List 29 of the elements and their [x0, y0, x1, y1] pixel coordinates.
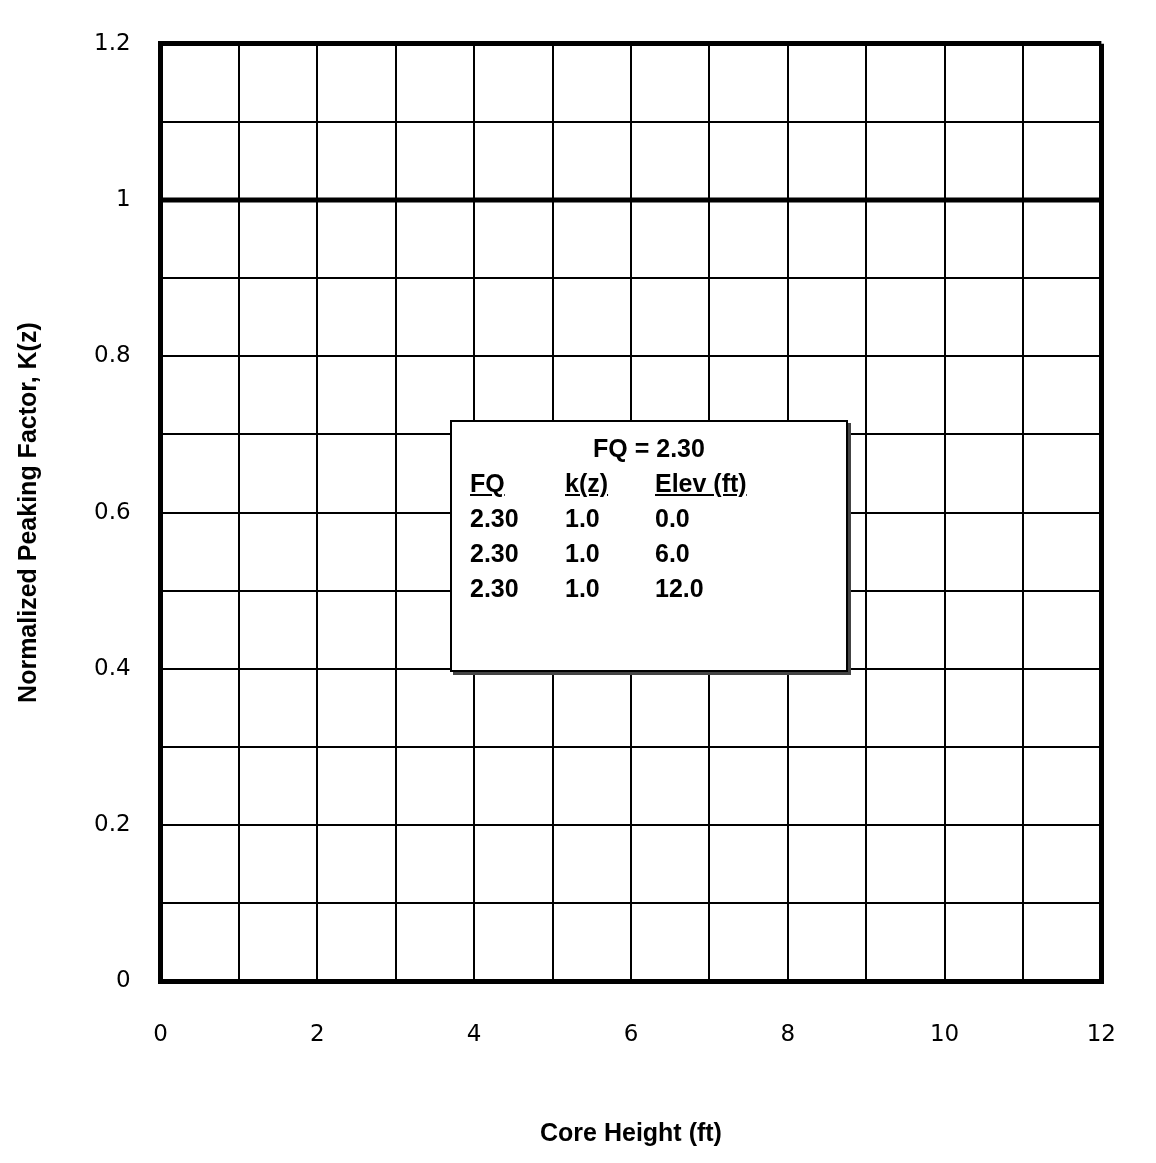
- x-tick-label: 10: [929, 1020, 960, 1047]
- x-axis-title: Core Height (ft): [540, 1117, 722, 1146]
- annotation: 1.0: [565, 504, 601, 533]
- y-axis-title: Normalized Peaking Factor, K(z): [12, 322, 41, 703]
- annotation: 6.0: [655, 539, 691, 568]
- y-tick-label: 1: [115, 185, 131, 212]
- y-tick-label: 1.2: [94, 28, 131, 55]
- annotation: Elev (ft): [655, 469, 748, 498]
- x-tick-label: 0: [153, 1020, 168, 1047]
- annotation: k(z): [565, 469, 610, 498]
- y-tick-label: 0.4: [94, 653, 131, 680]
- y-tick-label: 0.8: [94, 341, 131, 368]
- x-tick-label: 12: [1086, 1020, 1117, 1047]
- annotation: 1.0: [565, 574, 601, 603]
- x-tick-label: 4: [466, 1020, 482, 1047]
- x-tick-label: 6: [623, 1020, 639, 1047]
- y-tick-label: 0.2: [94, 810, 131, 837]
- y-tick-label: 0: [115, 966, 131, 993]
- annotation: 2.30: [470, 504, 520, 533]
- x-tick-label: 8: [780, 1020, 796, 1047]
- annotation: 12.0: [655, 574, 705, 603]
- annotation: 0.0: [655, 504, 691, 533]
- annotation: 2.30: [470, 539, 520, 568]
- x-tick-label: 2: [310, 1020, 325, 1047]
- annotation: FQ = 2.30: [592, 434, 706, 463]
- annotation: FQ: [470, 469, 506, 498]
- annotation: 2.30: [470, 574, 520, 603]
- annotation: 1.0: [565, 539, 601, 568]
- y-tick-label: 0.6: [94, 497, 131, 524]
